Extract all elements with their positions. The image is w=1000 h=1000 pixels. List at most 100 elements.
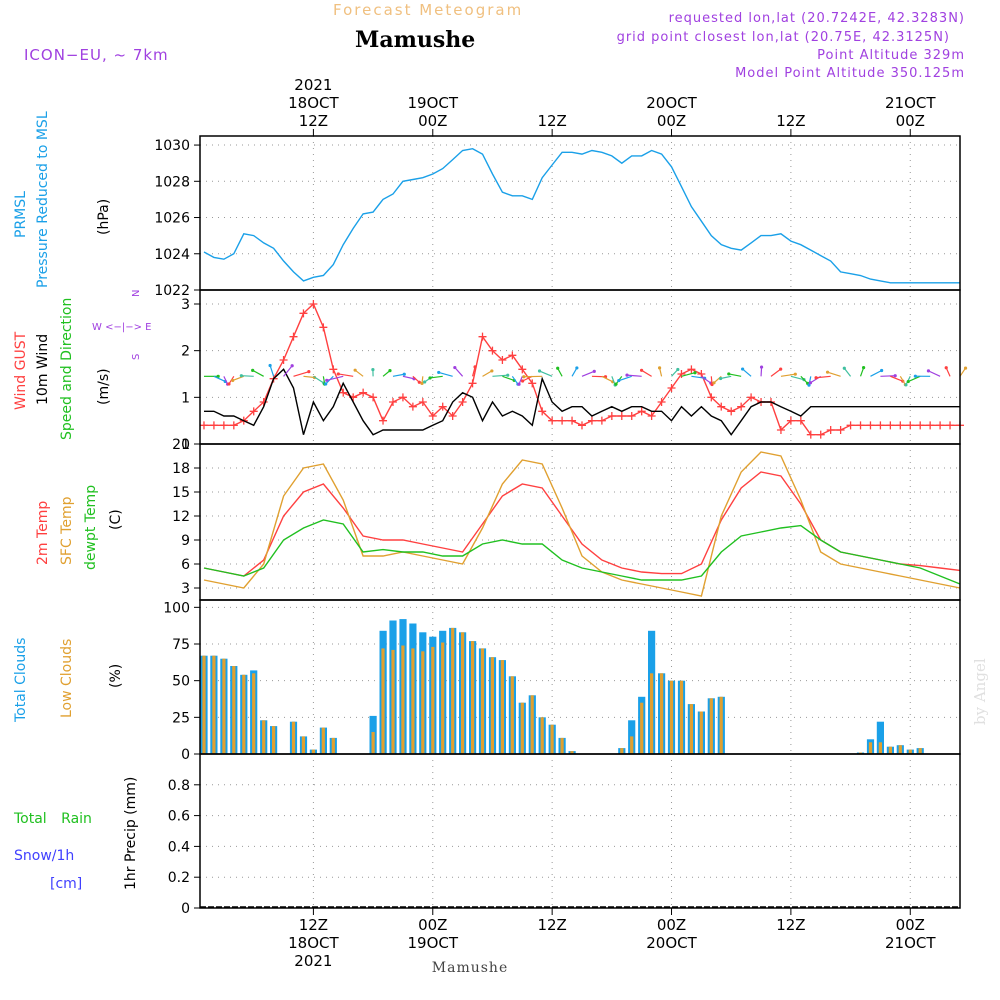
wind-arrow-head: [490, 369, 494, 373]
pressure-ylabel-1: PRMSL: [13, 191, 29, 238]
precip-ylabel-group: Total Rain Snow/1h [cm] 1hr Precip (mm): [13, 777, 139, 892]
wind-arrow: [928, 370, 941, 377]
gust-marker: [518, 365, 527, 374]
bar-low-clouds: [719, 696, 723, 754]
bar-low-clouds: [868, 742, 873, 754]
ytick-label-2-4: 15: [172, 485, 190, 501]
wind-arrow-head: [741, 367, 745, 371]
panel-3: 0 25 50 75 100: [163, 599, 961, 763]
wind-arrow-head: [944, 366, 948, 370]
wind-arrow: [313, 375, 325, 384]
wind-arrow-head: [251, 368, 255, 372]
ytick-label-3-0: 0: [181, 747, 190, 763]
ytick-label-0-0: 1022: [154, 283, 190, 299]
wind-arrow: [402, 375, 415, 380]
bar-low-clouds: [620, 748, 624, 754]
gust-marker: [498, 356, 507, 364]
wind-arrow: [213, 375, 226, 383]
wind-arrow: [742, 368, 752, 377]
wind-arrow: [581, 370, 595, 377]
pressure-ylabel-group: PRMSL Pressure Reduced to MSL (hPa): [13, 111, 112, 288]
bar-low-clouds: [490, 657, 494, 754]
wind-arrow-head: [521, 379, 525, 383]
clouds-unit: (%): [108, 664, 124, 688]
compass-n: N: [131, 290, 142, 297]
gust-marker: [309, 300, 318, 308]
wind-arrow: [701, 375, 712, 384]
bar-low-clouds: [550, 724, 554, 754]
wind-arrow-head: [825, 370, 830, 374]
bar-low-clouds: [391, 649, 395, 754]
gust-marker: [259, 398, 268, 406]
gust-marker: [906, 421, 915, 430]
wind-arrow-head: [880, 368, 884, 373]
bottom-time-label-0-0: 12Z: [299, 916, 328, 934]
wind-arrow-head: [402, 372, 406, 376]
ytick-label-3-2: 50: [172, 674, 190, 690]
wind-arrow: [800, 375, 809, 384]
gust-marker: [448, 412, 457, 420]
wind-arrow-head: [371, 368, 375, 372]
gust-marker: [926, 421, 935, 430]
low-clouds-ylabel: Low Clouds: [59, 639, 75, 718]
gust-marker: [568, 416, 577, 425]
top-time-label-0-0: 2021: [294, 76, 332, 94]
wind-arrow-head: [625, 373, 629, 377]
wind-arrow: [438, 371, 453, 377]
panel-frame-4: [199, 753, 961, 909]
gust-marker: [896, 421, 905, 430]
gust-marker: [677, 370, 686, 378]
gust-marker: [667, 384, 676, 392]
snow-legend: Snow/1h: [14, 848, 74, 864]
wind-arrow: [471, 366, 476, 377]
wind-arrow-head: [676, 367, 680, 372]
top-time-label-4-0: 12Z: [776, 112, 805, 130]
panel-frame-1: [199, 289, 961, 445]
gust-marker: [796, 416, 805, 425]
wind-arrow-head: [719, 376, 723, 381]
gust-marker: [388, 398, 397, 406]
bar-low-clouds: [480, 648, 485, 754]
gust-marker: [408, 402, 417, 411]
gust-marker: [776, 426, 785, 434]
bottom-time-label-0-1: 18OCT: [288, 934, 339, 952]
wind-arrow-head: [437, 370, 441, 375]
bar-low-clouds: [660, 673, 664, 754]
gust-marker: [627, 412, 636, 420]
wind-arrow: [502, 375, 515, 381]
wind-arrow-head: [336, 372, 340, 376]
bar-low-clouds: [401, 645, 405, 754]
location-title: Mamushe: [355, 27, 475, 53]
bar-low-clouds: [371, 732, 375, 754]
bar-low-clouds: [669, 680, 674, 754]
wind-arrow-head: [712, 381, 716, 385]
wind-arrow: [571, 367, 578, 377]
bar-low-clouds: [500, 660, 504, 754]
bar-low-clouds: [709, 698, 713, 754]
ytick-label-2-6: 21: [172, 437, 190, 453]
bottom-time-label-4-0: 12Z: [776, 916, 805, 934]
compass-we: W <−|−> E: [92, 322, 151, 333]
bar-low-clouds: [650, 673, 654, 754]
wind-arrow-head: [417, 380, 421, 384]
top-time-label-3-1: 00Z: [657, 112, 686, 130]
forecast-meteogram-title: Forecast Meteogram: [333, 1, 523, 19]
panel-1: 0 1 2 3: [181, 289, 968, 453]
wind-arrow-head: [862, 366, 866, 370]
ytick-label-4-4: 0.8: [168, 778, 190, 794]
bar-total-clouds: [876, 721, 884, 754]
wind-arrow-head: [814, 376, 818, 380]
bar-low-clouds: [471, 641, 475, 754]
bar-low-clouds: [530, 695, 534, 754]
wind-arrow-head: [239, 374, 243, 378]
panel-frame-0: [199, 135, 961, 291]
wind-arrow-head: [307, 370, 311, 374]
gust-marker: [717, 402, 726, 411]
ytick-label-4-3: 0.6: [168, 809, 190, 825]
gust-marker: [806, 430, 815, 439]
model-point-altitude: Model Point Altitude 350.125m: [735, 66, 965, 81]
gust-marker: [538, 407, 547, 416]
bar-low-clouds: [232, 666, 236, 754]
temp2m-ylabel: 2m Temp: [35, 501, 51, 565]
bar-low-clouds: [321, 727, 325, 754]
